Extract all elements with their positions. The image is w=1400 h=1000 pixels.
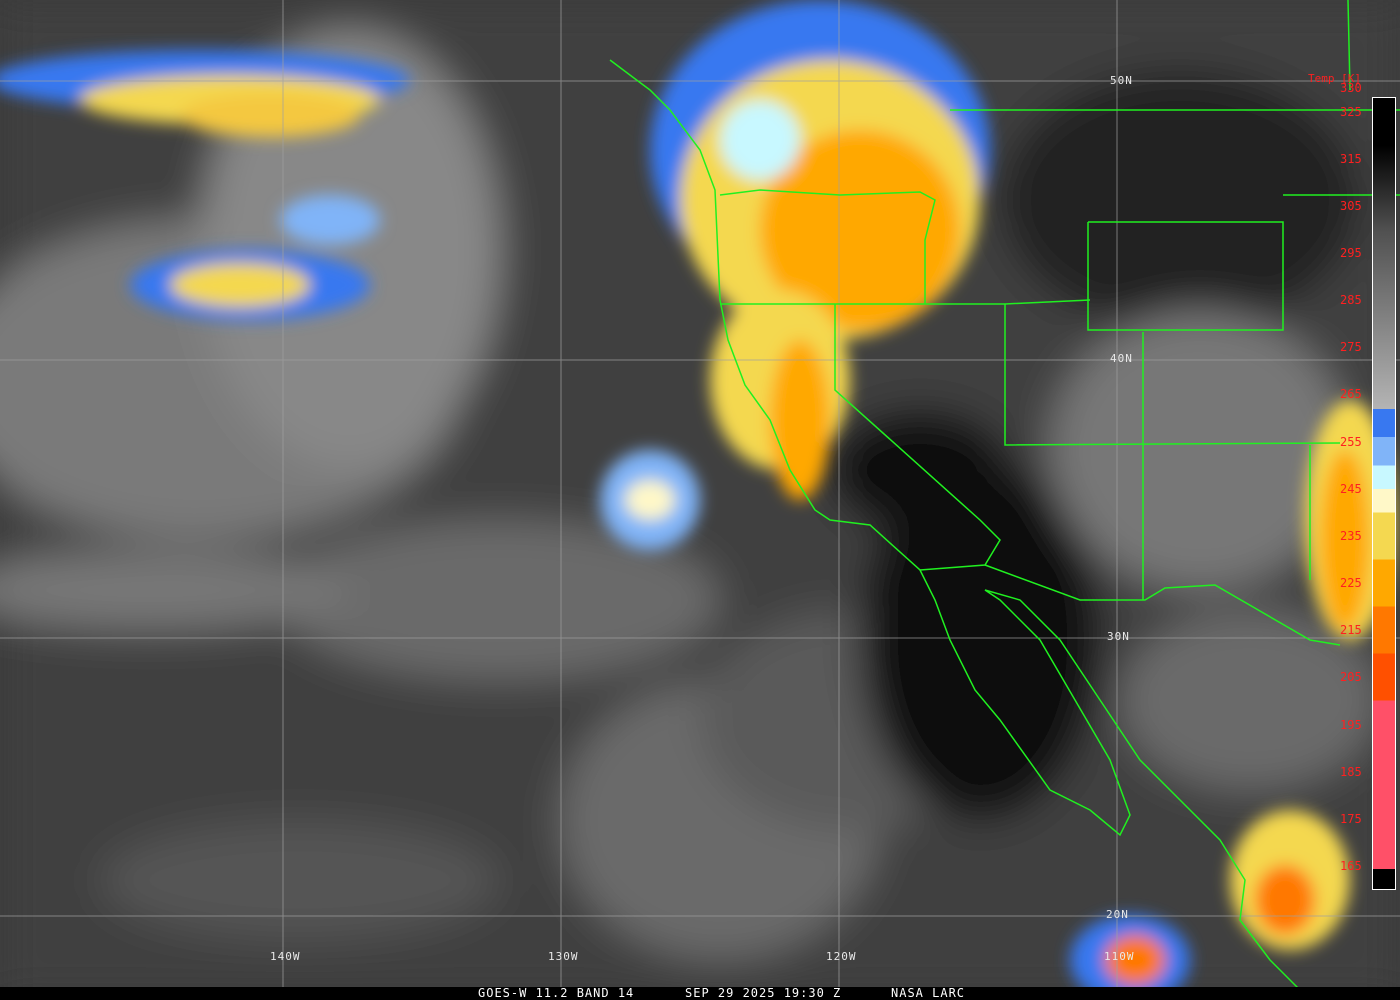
colorbar-tick: 205 [1340, 670, 1362, 685]
colorbar-tick: 315 [1340, 151, 1362, 166]
state-borders [719, 189, 936, 304]
caption-datetime: SEP 29 2025 19:30 Z [685, 986, 842, 1000]
lat-label-50n: 50N [1110, 74, 1133, 87]
caption-source: NASA LARC [891, 986, 966, 1000]
caption-satellite: GOES-W 11.2 BAND 14 [478, 986, 635, 1000]
colorbar-tick: 245 [1340, 481, 1362, 496]
colorbar-tick: 275 [1340, 340, 1362, 355]
temperature-colorbar [1372, 97, 1396, 890]
image-caption: GOES-W 11.2 BAND 14 SEP 29 2025 19:30 Z NA… [0, 987, 1400, 1000]
lat-label-20n: 20N [1106, 908, 1129, 921]
political-borders [609, 0, 1400, 991]
colorbar-tick: 225 [1340, 576, 1362, 591]
colorbar-tick: 305 [1340, 198, 1362, 213]
colorbar-tick: 295 [1340, 246, 1362, 261]
colorbar-tick: 255 [1340, 434, 1362, 449]
colorbar-tick: 265 [1340, 387, 1362, 402]
lat-label-30n: 30N [1107, 630, 1130, 643]
lon-label-140w: 140W [270, 950, 301, 963]
colorbar-tick: 185 [1340, 764, 1362, 779]
lon-label-120w: 120W [826, 950, 857, 963]
colorbar-tick: 235 [1340, 528, 1362, 543]
colorbar-tick: 175 [1340, 811, 1362, 826]
lon-label-130w: 130W [548, 950, 579, 963]
colorbar-tick: 330 [1340, 81, 1362, 95]
coastline [609, 59, 1301, 991]
colorbar-tick: 165 [1340, 858, 1362, 873]
lon-label-110w: 110W [1104, 950, 1135, 963]
colorbar-tick: 215 [1340, 623, 1362, 638]
colorbar-title: Temp [K] [1308, 72, 1361, 85]
lat-label-40n: 40N [1110, 352, 1133, 365]
colorbar-tick: 195 [1340, 717, 1362, 732]
colorbar-tick: 285 [1340, 293, 1362, 308]
colorbar-tick: 325 [1340, 104, 1362, 119]
